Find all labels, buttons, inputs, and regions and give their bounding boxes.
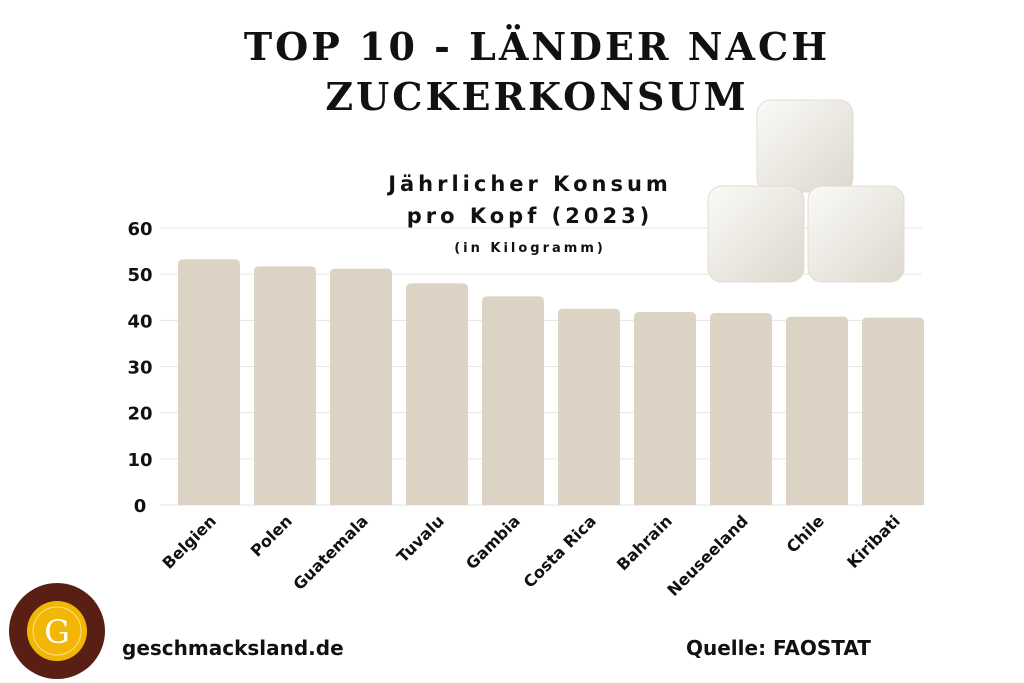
chart-title: Jährlicher Konsum pro Kopf (2023)	[330, 168, 730, 232]
x-tick-label: Polen	[247, 511, 296, 560]
title-line-2: ZUCKERKONSUM	[325, 74, 749, 119]
x-tick-label: Costa Rica	[520, 511, 600, 591]
page-title: TOP 10 - LÄNDER NACH ZUCKERKONSUM	[0, 22, 1024, 122]
title-line-1: TOP 10 - LÄNDER NACH	[243, 24, 831, 69]
y-tick-label: 40	[127, 311, 152, 332]
x-tick-label: Tuvalu	[393, 511, 448, 566]
bar-chile	[786, 316, 848, 505]
chart-title-line-2: pro Kopf (2023)	[406, 204, 654, 228]
svg-text:G: G	[44, 613, 70, 651]
y-tick-label: 20	[127, 404, 152, 425]
x-tick-label: Guatemala	[289, 511, 371, 593]
bar-neuseeland	[710, 312, 772, 505]
bar-kiribati	[862, 317, 924, 505]
y-tick-label: 10	[127, 450, 152, 471]
y-tick-label: 0	[134, 496, 147, 517]
source-label: Quelle: FAOSTAT	[686, 636, 871, 660]
x-tick-label: Neuseeland	[663, 511, 751, 599]
y-tick-label: 60	[127, 219, 152, 240]
website-link[interactable]: geschmacksland.de	[122, 636, 344, 660]
bar-belgien	[178, 259, 240, 505]
chart-subtitle: (in Kilogramm)	[454, 241, 606, 256]
x-tick-label: Chile	[783, 511, 828, 556]
geschmacksland-logo: G	[9, 583, 105, 679]
chart-title-line-1: Jährlicher Konsum	[388, 172, 672, 196]
sugar-cubes-image	[707, 99, 905, 283]
y-tick-label: 30	[127, 358, 152, 379]
bar-gambia	[482, 296, 544, 505]
bar-tuvalu	[406, 283, 468, 505]
x-tick-label: Gambia	[462, 511, 524, 573]
x-tick-label: Bahrain	[613, 511, 676, 574]
x-tick-label: Belgien	[159, 511, 220, 572]
y-tick-label: 50	[127, 265, 152, 286]
bar-polen	[254, 266, 316, 505]
bar-costa-rica	[558, 308, 620, 505]
x-tick-label: Kiribati	[843, 511, 904, 572]
bar-bahrain	[634, 312, 696, 505]
bar-guatemala	[330, 268, 392, 505]
